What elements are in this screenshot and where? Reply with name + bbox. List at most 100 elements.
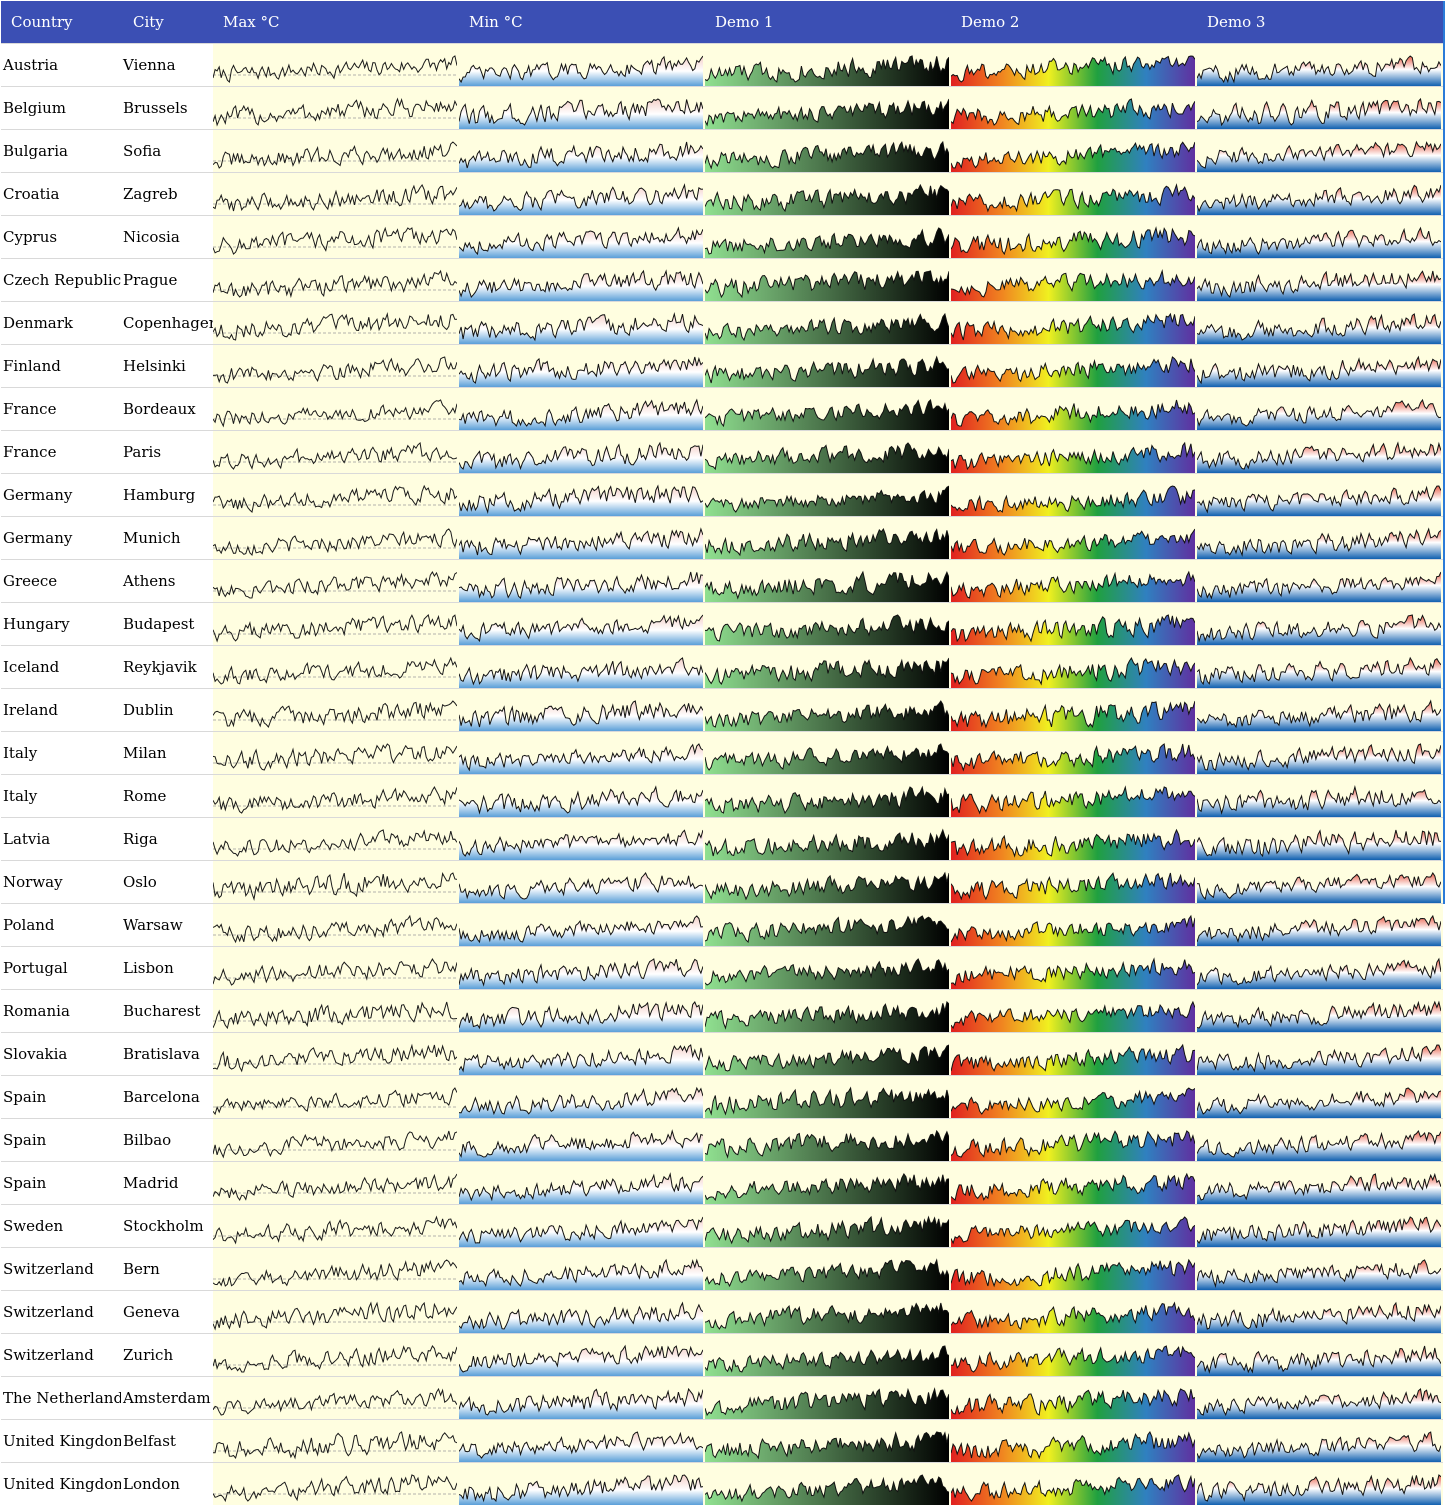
sparkline-area <box>1197 271 1441 301</box>
min-sparkline-cell <box>459 258 705 302</box>
sparkline-chart <box>1197 1000 1441 1032</box>
sparkline-line <box>1197 1345 1441 1374</box>
column-header-max[interactable]: Max °C <box>213 1 459 44</box>
sparkline-area <box>459 1389 703 1419</box>
sparkline-area <box>951 1131 1195 1161</box>
demo3-sparkline-cell <box>1197 387 1443 431</box>
country-cell: Spain <box>1 1161 121 1205</box>
sparkline-line <box>705 1345 949 1373</box>
sparkline-area <box>951 529 1195 559</box>
demo1-sparkline-cell <box>705 258 951 302</box>
column-header-demo-1[interactable]: Demo 1 <box>705 1 951 44</box>
sparkline-line <box>951 98 1195 126</box>
sparkline-line <box>213 1259 457 1287</box>
min-sparkline-cell <box>459 860 705 904</box>
max-sparkline-cell <box>213 1376 459 1420</box>
sparkline-line <box>951 226 1195 256</box>
min-sparkline-cell <box>459 1376 705 1420</box>
sparkline-area <box>951 357 1195 387</box>
country-cell: Italy <box>1 774 121 818</box>
sparkline-chart <box>1197 1044 1441 1075</box>
sparkline-line <box>705 399 949 428</box>
demo2-sparkline-cell <box>951 688 1197 732</box>
sparkline-area <box>705 959 949 989</box>
sparkline-chart <box>705 1044 949 1075</box>
sparkline-chart <box>1197 140 1441 172</box>
column-header-city[interactable]: City <box>121 1 213 44</box>
sparkline-area <box>951 1217 1195 1247</box>
min-sparkline-cell <box>459 43 705 87</box>
sparkline-area <box>705 873 949 903</box>
sparkline-line <box>459 1258 703 1288</box>
column-header-demo-2[interactable]: Demo 2 <box>951 1 1197 44</box>
sparkline-chart <box>1197 97 1441 129</box>
demo2-sparkline-cell <box>951 1376 1197 1420</box>
city-cell: Zurich <box>121 1333 213 1377</box>
sparkline-area <box>459 443 703 473</box>
sparkline-chart <box>1197 1216 1441 1247</box>
sparkline-area <box>951 701 1195 731</box>
demo3-sparkline-cell <box>1197 559 1443 603</box>
sparkline-chart <box>951 872 1195 903</box>
demo1-sparkline-cell <box>705 387 951 431</box>
sparkline-line <box>705 743 949 771</box>
max-sparkline-cell <box>213 688 459 732</box>
sparkline-chart <box>213 829 457 857</box>
sparkline-chart <box>705 140 949 172</box>
demo1-sparkline-cell <box>705 516 951 560</box>
sparkline-chart <box>705 55 949 86</box>
country-cell: Germany <box>1 473 121 517</box>
sparkline-line <box>951 1043 1195 1072</box>
city-cell: Rome <box>121 774 213 818</box>
column-header-demo-3[interactable]: Demo 3 <box>1197 1 1443 44</box>
demo3-sparkline-cell <box>1197 1290 1443 1334</box>
sparkline-area <box>705 1303 949 1333</box>
sparkline-chart <box>1197 313 1441 344</box>
sparkline-line <box>459 657 703 686</box>
sparkline-line <box>459 1172 703 1202</box>
demo3-sparkline-cell <box>1197 860 1443 904</box>
sparkline-chart <box>705 98 949 129</box>
sparkline-chart <box>459 484 703 516</box>
sparkline-line <box>705 355 949 384</box>
sparkline-line <box>213 829 457 857</box>
sparkline-line <box>213 1130 457 1159</box>
sparkline-chart <box>951 1130 1195 1161</box>
sparkline-chart <box>213 743 457 771</box>
demo2-sparkline-cell <box>951 43 1197 87</box>
sparkline-chart <box>1197 441 1441 473</box>
country-cell: Cyprus <box>1 215 121 259</box>
min-sparkline-cell <box>459 903 705 947</box>
sparkline-area <box>1197 615 1441 645</box>
column-header-min[interactable]: Min °C <box>459 1 705 44</box>
sparkline-area <box>459 1088 703 1118</box>
sparkline-area <box>1197 1475 1441 1505</box>
sparkline-chart <box>1197 1301 1441 1333</box>
city-cell: Barcelona <box>121 1075 213 1119</box>
sparkline-chart <box>705 871 949 903</box>
sparkline-area <box>705 1131 949 1161</box>
demo1-sparkline-cell <box>705 774 951 818</box>
sparkline-chart <box>459 55 703 86</box>
min-sparkline-cell <box>459 688 705 732</box>
min-sparkline-cell <box>459 1419 705 1463</box>
city-cell: Bucharest <box>121 989 213 1033</box>
city-cell: Nicosia <box>121 215 213 259</box>
sparkline-line <box>213 700 457 728</box>
sparkline-chart <box>1197 699 1441 731</box>
sparkline-line <box>705 700 949 728</box>
sparkline-area <box>951 873 1195 903</box>
demo3-sparkline-cell <box>1197 1419 1443 1463</box>
sparkline-area <box>951 185 1195 215</box>
scrollbar-track[interactable] <box>1443 1 1445 904</box>
demo1-sparkline-cell <box>705 1161 951 1205</box>
sparkline-chart <box>951 98 1195 129</box>
column-header-country[interactable]: Country <box>1 1 121 44</box>
table-row: Greece Athens <box>1 559 1443 603</box>
sparkline-chart <box>705 614 949 645</box>
sparkline-chart <box>951 1431 1195 1462</box>
sparkline-chart <box>459 1129 703 1161</box>
sparkline-line <box>1197 1087 1441 1115</box>
sparkline-chart <box>213 1345 457 1373</box>
